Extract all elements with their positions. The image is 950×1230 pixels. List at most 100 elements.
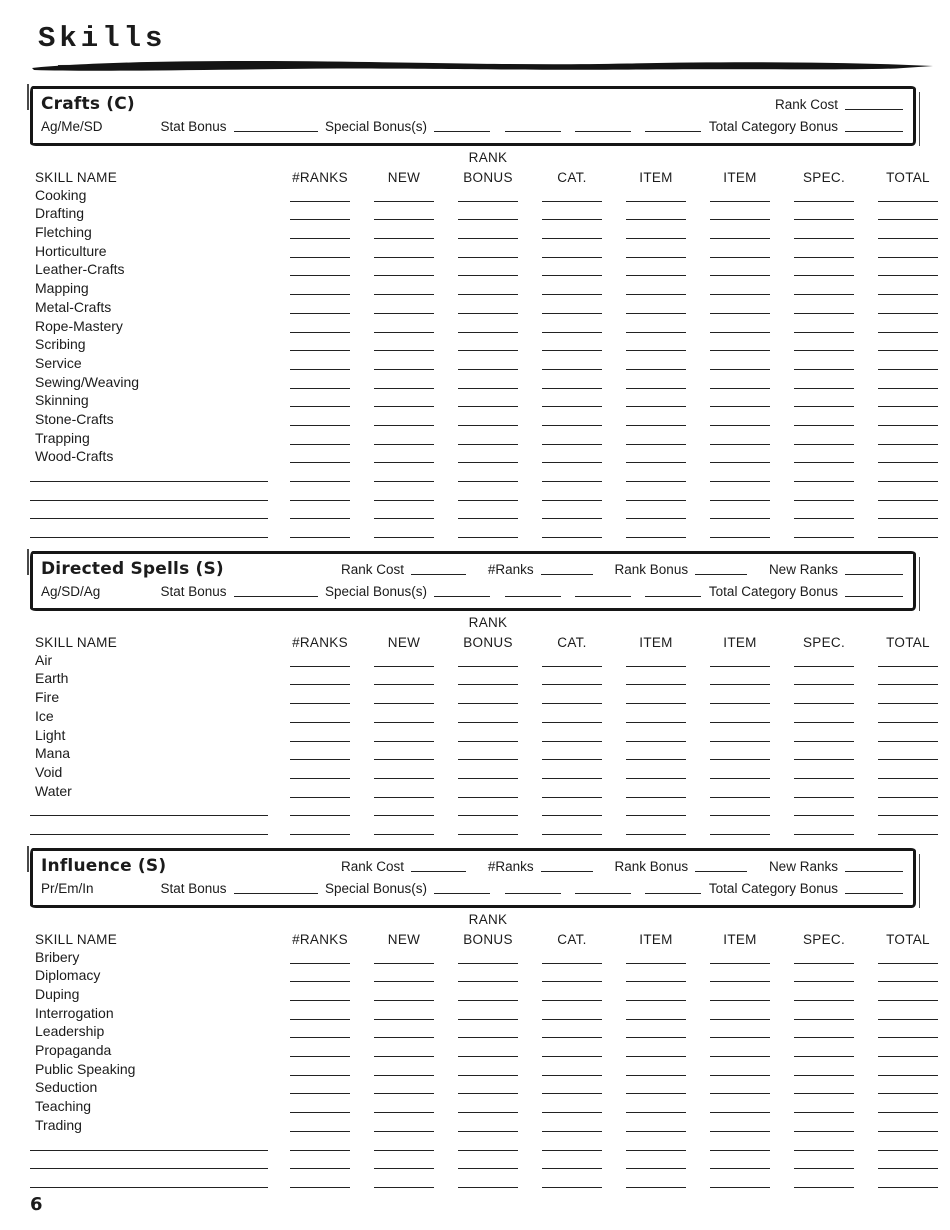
fill-in-line bbox=[290, 682, 350, 686]
fill-in-line bbox=[794, 367, 854, 370]
fill-in-line bbox=[626, 720, 686, 723]
fill-in-line bbox=[626, 961, 686, 964]
total-category-bonus-label: Total Category Bonus bbox=[708, 880, 838, 896]
value-cell bbox=[866, 236, 950, 241]
col-skill-name: SKILL NAME bbox=[35, 635, 118, 651]
fill-in-line bbox=[626, 516, 686, 520]
fill-in-line bbox=[878, 832, 938, 835]
value-cell bbox=[614, 1035, 698, 1040]
value-cell bbox=[614, 682, 698, 687]
value-cell bbox=[530, 701, 614, 706]
value-cell bbox=[362, 664, 446, 669]
rank-cost-field-blank bbox=[411, 869, 467, 872]
value-cell bbox=[446, 1166, 530, 1171]
value-cell bbox=[614, 795, 698, 800]
fill-in-line bbox=[710, 199, 770, 202]
value-cell bbox=[278, 292, 362, 297]
fill-in-line bbox=[374, 535, 434, 539]
total-category-bonus-blank bbox=[845, 891, 903, 894]
value-cell bbox=[446, 479, 530, 484]
value-cell bbox=[782, 1054, 866, 1059]
skill-row: Fire bbox=[0, 687, 950, 706]
skills-table: RANK SKILL NAME #RANKS NEW BONUS CAT. IT… bbox=[0, 150, 950, 540]
fill-in-line bbox=[542, 979, 602, 983]
rank-cost-field-label: Rank Cost bbox=[774, 97, 838, 112]
col-bonus-word: BONUS bbox=[463, 170, 513, 185]
skill-name: Rope-Mastery bbox=[35, 317, 123, 334]
special-bonus-blank-2 bbox=[504, 129, 561, 132]
fill-in-line bbox=[794, 255, 854, 258]
value-cell bbox=[446, 535, 530, 540]
value-cell bbox=[362, 1185, 446, 1190]
value-cell bbox=[698, 330, 782, 335]
skill-name-fill-in-line bbox=[30, 516, 268, 520]
total-category-bonus-label: Total Category Bonus bbox=[708, 584, 838, 600]
value-cell bbox=[782, 255, 866, 260]
fill-in-line bbox=[374, 1054, 434, 1058]
value-cell bbox=[446, 776, 530, 781]
value-cell bbox=[278, 1054, 362, 1059]
value-cell bbox=[866, 386, 950, 391]
value-cell bbox=[446, 998, 530, 1003]
col-total: TOTAL bbox=[886, 931, 930, 947]
value-cell bbox=[614, 442, 698, 447]
fill-in-line bbox=[458, 1054, 518, 1058]
fill-in-line bbox=[290, 199, 350, 202]
value-cell bbox=[614, 739, 698, 744]
fill-in-line bbox=[626, 386, 686, 389]
total-category-bonus-field: Total Category Bonus bbox=[709, 117, 903, 137]
fill-in-line bbox=[794, 795, 854, 798]
col-cat: CAT. bbox=[557, 931, 587, 947]
skill-name-fill-in-line bbox=[30, 498, 268, 501]
rank-cost-field-blank bbox=[411, 572, 467, 576]
value-cell bbox=[866, 795, 950, 800]
fill-in-line bbox=[458, 979, 518, 983]
fill-in-line bbox=[290, 813, 350, 817]
fill-in-line bbox=[542, 330, 602, 333]
fill-in-line bbox=[794, 460, 854, 464]
fill-in-line bbox=[374, 255, 434, 258]
fill-in-line bbox=[374, 404, 434, 408]
fill-in-line bbox=[374, 442, 434, 445]
fill-in-line bbox=[290, 423, 350, 426]
value-cell bbox=[530, 720, 614, 725]
fill-in-line bbox=[290, 1129, 350, 1132]
value-cell bbox=[698, 664, 782, 669]
value-cell bbox=[866, 311, 950, 316]
fill-in-line bbox=[626, 1110, 686, 1114]
fill-in-line bbox=[374, 1129, 434, 1132]
rank-bonus-field-label: Rank Bonus bbox=[614, 562, 689, 578]
fill-in-line bbox=[290, 795, 350, 798]
fill-in-line bbox=[458, 720, 518, 723]
value-cell bbox=[698, 292, 782, 297]
value-cell bbox=[278, 1129, 362, 1134]
fill-in-line bbox=[794, 292, 854, 296]
blank-skill-row bbox=[0, 1134, 950, 1153]
stat-bonus-field: Stat Bonus bbox=[160, 117, 318, 137]
value-cell bbox=[530, 217, 614, 222]
fill-in-line bbox=[878, 776, 938, 779]
fill-in-line bbox=[878, 720, 938, 723]
skill-name-fill-in-line bbox=[30, 535, 268, 539]
special-bonus-label: Special Bonus(s) bbox=[324, 880, 428, 896]
fill-in-line bbox=[878, 998, 938, 1001]
skill-name: Ice bbox=[35, 707, 54, 724]
fill-in-line bbox=[458, 961, 518, 964]
skill-name: Seduction bbox=[35, 1079, 98, 1096]
skill-row: Horticulture bbox=[0, 241, 950, 260]
value-cell bbox=[866, 479, 950, 484]
value-cell bbox=[446, 832, 530, 837]
value-cell bbox=[446, 979, 530, 984]
blank-skill-name bbox=[0, 535, 278, 540]
fill-in-line bbox=[878, 199, 938, 202]
fill-in-line bbox=[542, 535, 602, 539]
fill-in-line bbox=[374, 273, 434, 277]
value-cell bbox=[614, 1073, 698, 1078]
fill-in-line bbox=[794, 236, 854, 240]
value-cell bbox=[698, 1166, 782, 1171]
fill-in-line bbox=[878, 442, 938, 445]
value-cell bbox=[530, 776, 614, 781]
value-cell bbox=[530, 498, 614, 503]
fill-in-line bbox=[794, 386, 854, 389]
fill-in-line bbox=[794, 961, 854, 964]
